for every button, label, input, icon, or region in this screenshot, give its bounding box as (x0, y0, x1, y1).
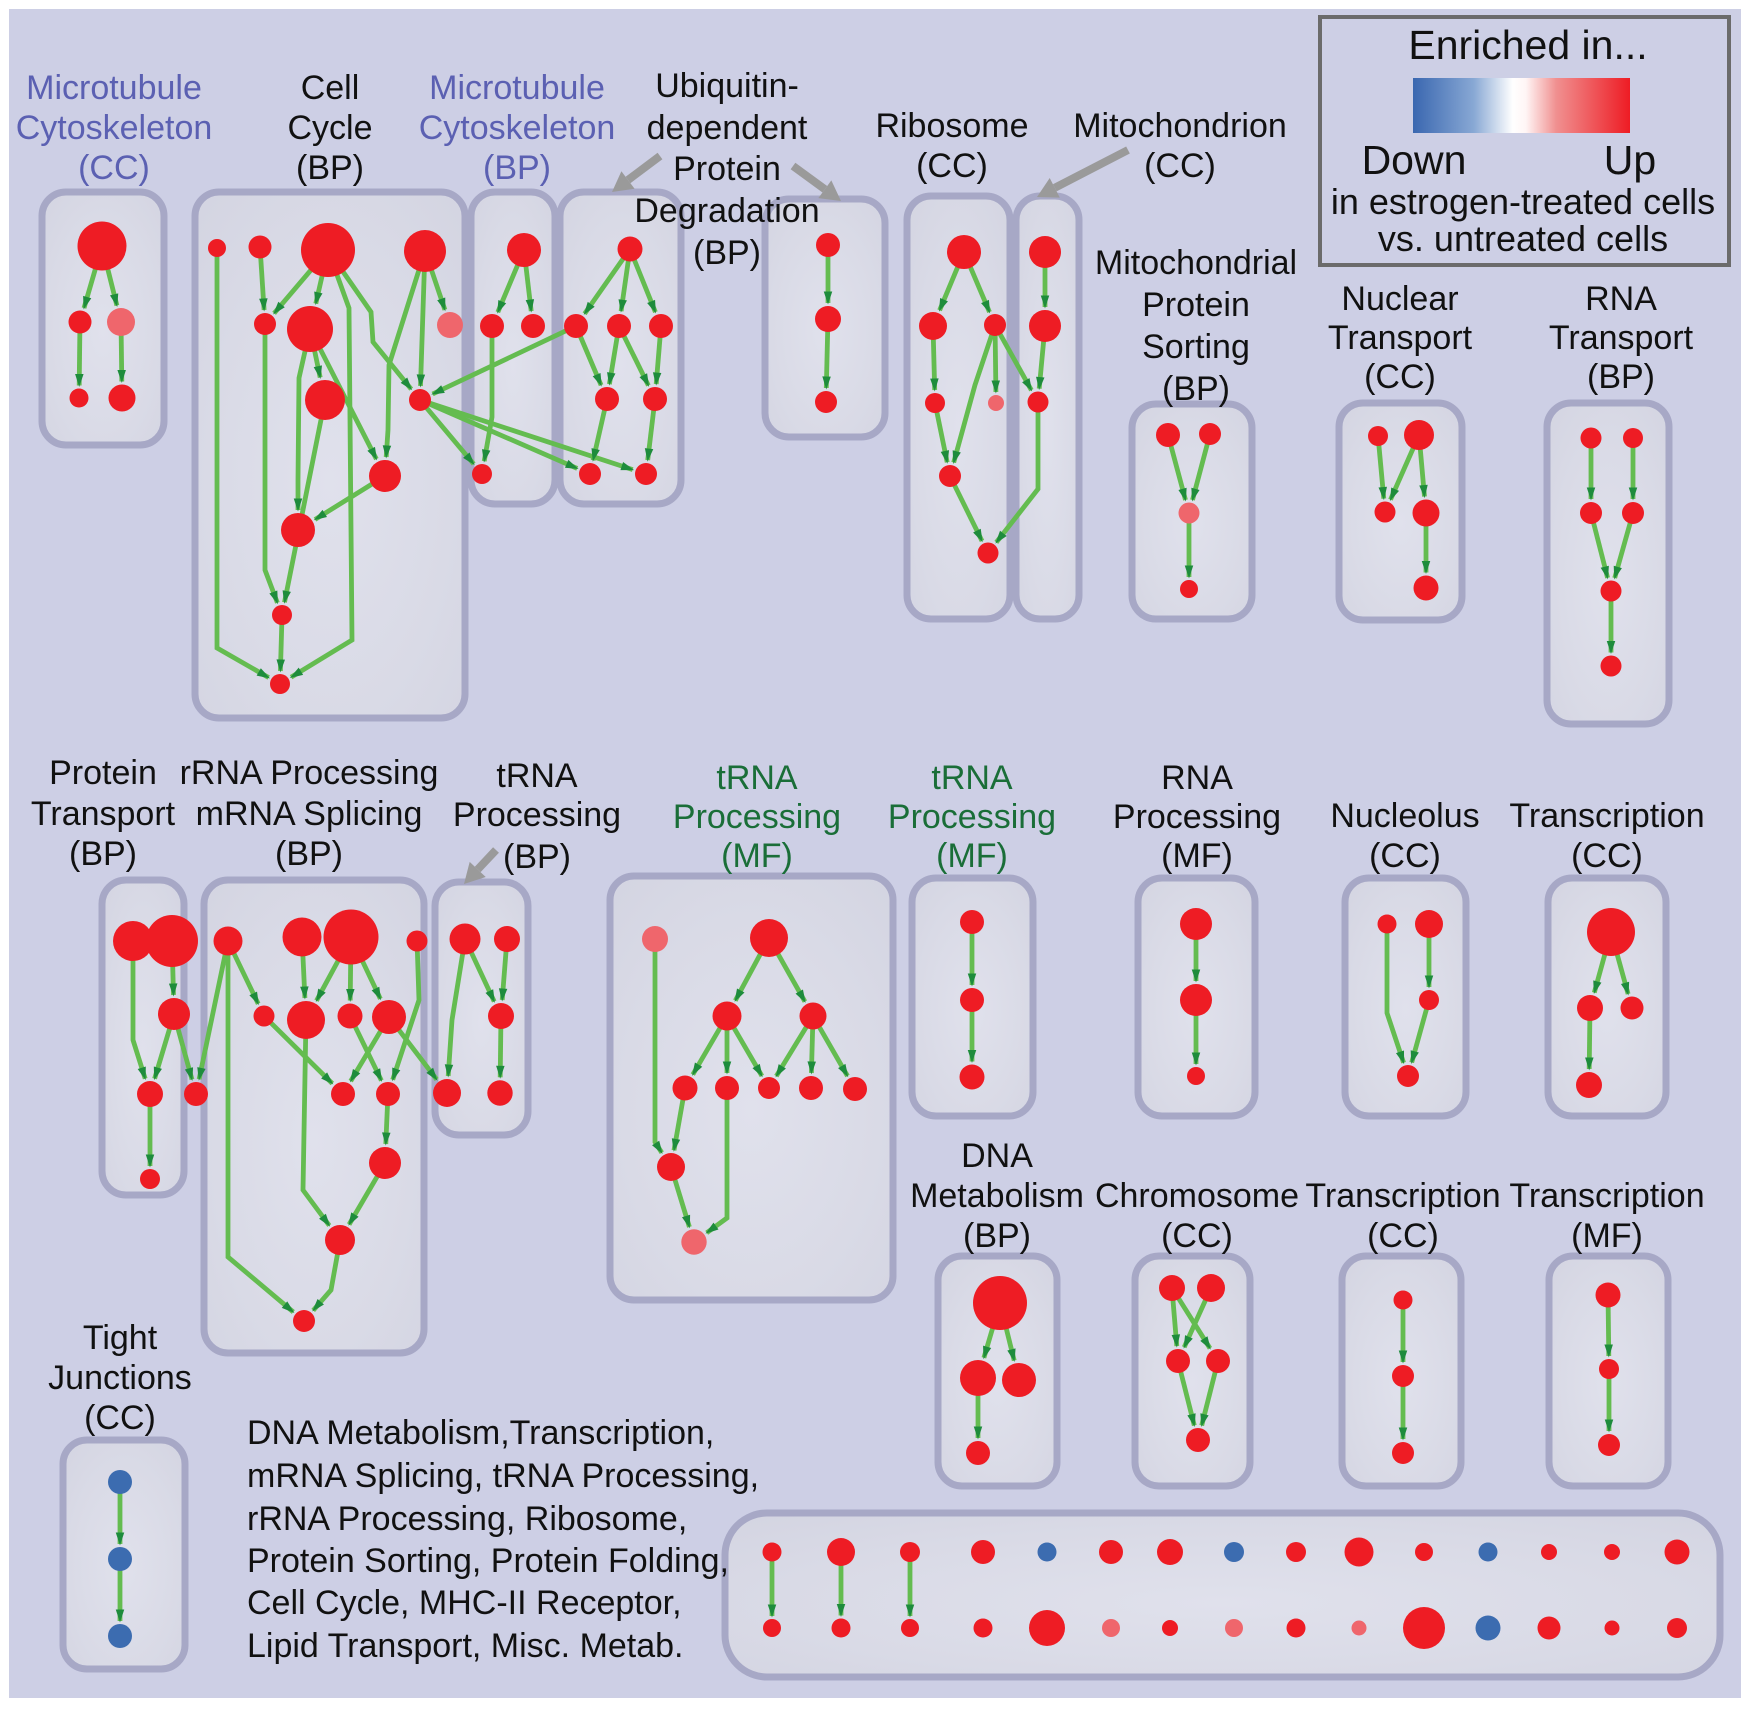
svg-text:Enriched in...: Enriched in... (1408, 22, 1647, 68)
svg-text:(CC): (CC) (916, 147, 988, 185)
svg-text:(BP): (BP) (275, 835, 343, 873)
svg-text:Microtubule: Microtubule (26, 69, 202, 107)
svg-text:Cell Cycle, MHC-II Receptor,: Cell Cycle, MHC-II Receptor, (247, 1584, 682, 1622)
svg-text:Cytoskeleton: Cytoskeleton (419, 109, 616, 147)
svg-text:Chromosome: Chromosome (1095, 1177, 1299, 1215)
svg-text:Down: Down (1362, 137, 1467, 183)
svg-text:Nuclear: Nuclear (1341, 280, 1458, 318)
svg-text:(CC): (CC) (1161, 1217, 1233, 1255)
svg-text:Ribosome: Ribosome (875, 107, 1028, 145)
svg-text:RNA: RNA (1585, 280, 1657, 318)
svg-text:dependent: dependent (647, 109, 808, 147)
svg-text:(BP): (BP) (503, 838, 571, 876)
svg-text:(BP): (BP) (1587, 358, 1655, 396)
svg-text:(MF): (MF) (721, 837, 793, 875)
svg-text:Up: Up (1604, 137, 1656, 183)
svg-text:Ubiquitin-: Ubiquitin- (655, 67, 799, 105)
svg-text:Protein Sorting, Protein Foldi: Protein Sorting, Protein Folding, (247, 1542, 729, 1580)
svg-text:(BP): (BP) (693, 234, 761, 272)
svg-text:Protein: Protein (673, 150, 781, 188)
svg-text:Nucleolus: Nucleolus (1330, 797, 1479, 835)
svg-text:Cytoskeleton: Cytoskeleton (16, 109, 213, 147)
svg-text:(MF): (MF) (1161, 837, 1233, 875)
svg-text:Transport: Transport (31, 795, 176, 833)
svg-text:Microtubule: Microtubule (429, 69, 605, 107)
svg-text:tRNA: tRNA (931, 759, 1013, 797)
svg-text:Processing: Processing (453, 796, 621, 834)
svg-text:Cell: Cell (301, 69, 360, 107)
svg-text:Cycle: Cycle (287, 109, 372, 147)
svg-text:(MF): (MF) (1571, 1217, 1643, 1255)
svg-text:Sorting: Sorting (1142, 328, 1250, 366)
svg-text:mRNA Splicing: mRNA Splicing (196, 795, 423, 833)
svg-text:tRNA: tRNA (496, 757, 578, 795)
svg-text:Transcription: Transcription (1509, 797, 1704, 835)
svg-text:Protein: Protein (49, 754, 157, 792)
svg-text:(MF): (MF) (936, 837, 1008, 875)
svg-text:(BP): (BP) (1162, 370, 1230, 408)
svg-text:(BP): (BP) (963, 1217, 1031, 1255)
svg-text:(CC): (CC) (1369, 837, 1441, 875)
svg-text:(BP): (BP) (483, 149, 551, 187)
svg-text:(CC): (CC) (84, 1399, 156, 1437)
svg-text:(CC): (CC) (78, 149, 150, 187)
svg-text:mRNA Splicing, tRNA Processing: mRNA Splicing, tRNA Processing, (247, 1457, 759, 1495)
svg-text:Transcription: Transcription (1509, 1177, 1704, 1215)
svg-text:tRNA: tRNA (716, 759, 798, 797)
svg-text:Lipid Transport, Misc. Metab.: Lipid Transport, Misc. Metab. (247, 1627, 684, 1665)
svg-text:Junctions: Junctions (48, 1359, 192, 1397)
svg-text:DNA Metabolism,Transcription,: DNA Metabolism,Transcription, (247, 1414, 714, 1452)
svg-text:rRNA Processing, Ribosome,: rRNA Processing, Ribosome, (247, 1500, 687, 1538)
svg-text:Processing: Processing (673, 798, 841, 836)
svg-text:(BP): (BP) (296, 149, 364, 187)
svg-text:RNA: RNA (1161, 759, 1233, 797)
svg-text:DNA: DNA (961, 1137, 1033, 1175)
svg-text:(CC): (CC) (1144, 147, 1216, 185)
svg-text:Degradation: Degradation (634, 192, 819, 230)
svg-text:(CC): (CC) (1571, 837, 1643, 875)
svg-text:Processing: Processing (1113, 798, 1281, 836)
svg-text:Transcription: Transcription (1305, 1177, 1500, 1215)
svg-text:(CC): (CC) (1367, 1217, 1439, 1255)
svg-text:rRNA Processing: rRNA Processing (180, 754, 439, 792)
svg-text:Metabolism: Metabolism (910, 1177, 1084, 1215)
svg-text:Mitochondrial: Mitochondrial (1095, 244, 1297, 282)
svg-text:Tight: Tight (83, 1319, 158, 1357)
svg-text:(BP): (BP) (69, 835, 137, 873)
svg-text:Processing: Processing (888, 798, 1056, 836)
svg-text:(CC): (CC) (1364, 358, 1436, 396)
svg-text:Transport: Transport (1549, 319, 1694, 357)
svg-text:Protein: Protein (1142, 286, 1250, 324)
svg-text:vs. untreated cells: vs. untreated cells (1378, 218, 1668, 259)
svg-text:Transport: Transport (1328, 319, 1473, 357)
svg-text:Mitochondrion: Mitochondrion (1073, 107, 1287, 145)
svg-text:in estrogen-treated cells: in estrogen-treated cells (1331, 181, 1715, 222)
